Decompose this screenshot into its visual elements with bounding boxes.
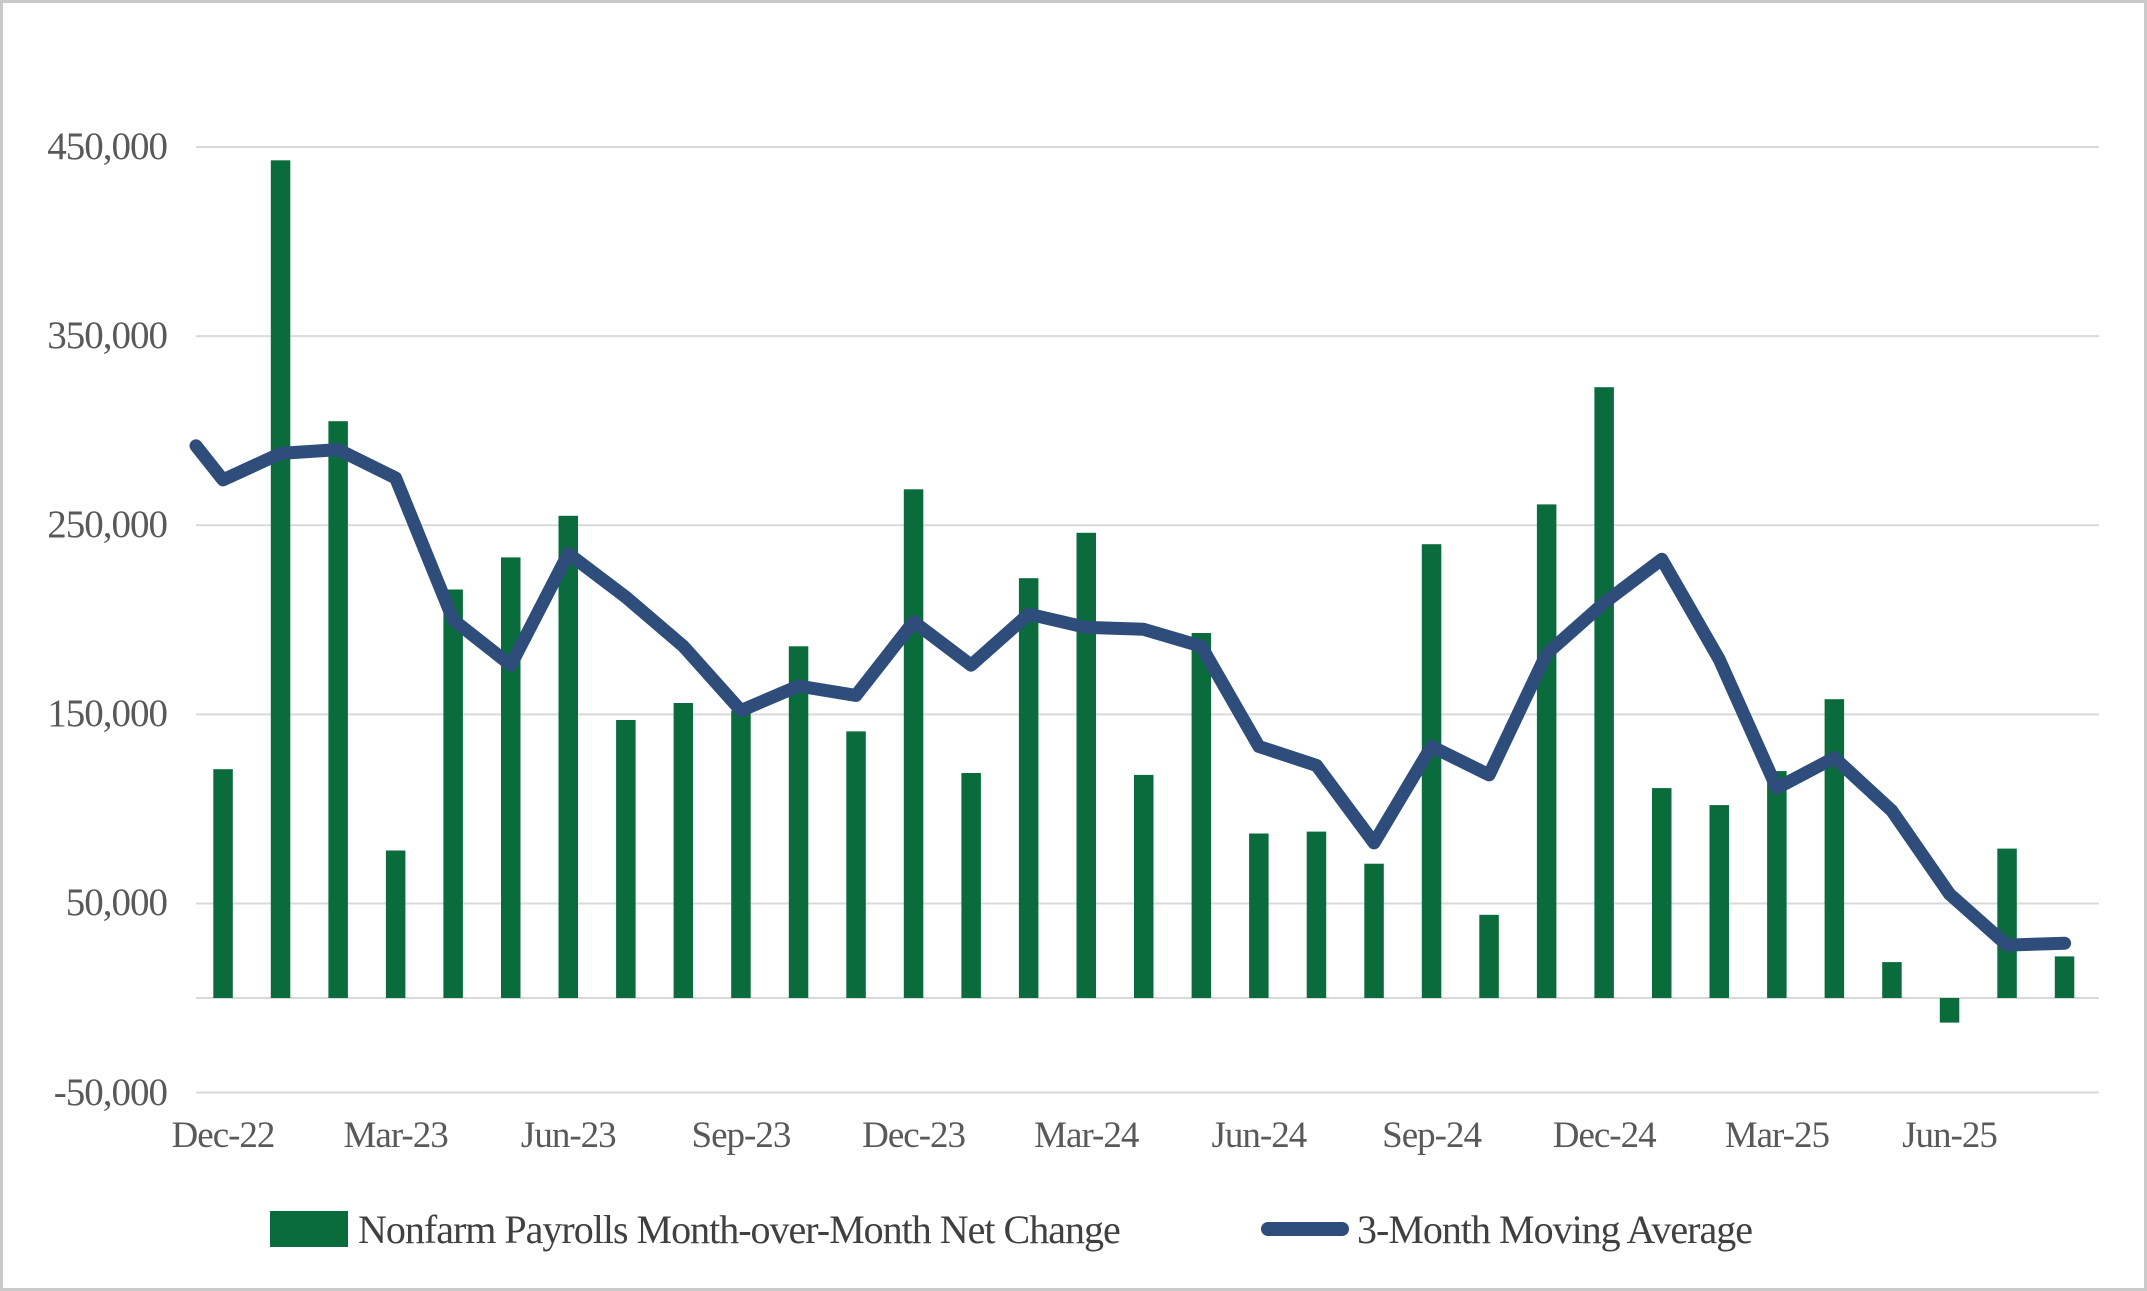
x-axis-tick-label: Jun-25 (1902, 1115, 1998, 1156)
bar-Jul-23 (616, 720, 636, 998)
x-axis-tick-label: Sep-24 (1382, 1115, 1482, 1156)
bar-Nov-23 (846, 731, 866, 998)
bar-Dec-22 (213, 769, 233, 998)
legend-item-line: 3-Month Moving Average (1261, 1199, 1753, 1259)
x-axis-tick-label: Jun-23 (520, 1115, 617, 1156)
x-axis-tick-label: Mar-25 (1724, 1115, 1830, 1156)
legend-item-bars: Nonfarm Payrolls Month-over-Month Net Ch… (270, 1199, 1121, 1259)
bar-Jul-25 (1997, 848, 2017, 998)
x-axis-tick-label: Dec-23 (862, 1115, 966, 1156)
bar-Apr-25 (1824, 699, 1845, 998)
bar-Feb-24 (1018, 578, 1039, 998)
x-axis-tick-label: Jun-24 (1211, 1115, 1308, 1156)
y-axis-tick-label: -50,000 (53, 1070, 168, 1114)
bar-May-24 (1191, 633, 1212, 998)
x-axis-tick-label: Dec-24 (1552, 1115, 1657, 1156)
y-axis-tick-label: 450,000 (47, 125, 168, 169)
bar-Jun-25 (1939, 998, 1960, 1023)
bar-Feb-25 (1709, 805, 1729, 998)
bar-Sep-23 (731, 710, 751, 998)
bar-Dec-23 (903, 489, 924, 998)
bar-Jun-23 (558, 515, 578, 998)
bar-Sep-24 (1421, 544, 1442, 998)
x-axis-tick-label: Mar-24 (1034, 1115, 1139, 1156)
bar-Jan-24 (961, 773, 981, 998)
y-axis-tick-label: 350,000 (47, 314, 168, 358)
bar-Mar-23 (385, 850, 406, 998)
bar-Dec-24 (1594, 387, 1614, 998)
bar-series-swatch (270, 1211, 348, 1247)
bar-Mar-25 (1767, 771, 1787, 998)
bars-series (213, 160, 2075, 1023)
bar-May-23 (501, 557, 521, 998)
bar-Jan-25 (1652, 788, 1672, 998)
bar-Apr-24 (1134, 774, 1154, 998)
bar-Jun-24 (1249, 833, 1269, 998)
bar-Oct-23 (788, 646, 809, 998)
bar-Jan-23 (270, 160, 291, 999)
x-axis-tick-label: Mar-23 (343, 1115, 449, 1156)
bar-Oct-24 (1479, 914, 1499, 998)
line-series-swatch (1261, 1222, 1349, 1236)
y-axis-tick-label: 250,000 (47, 503, 168, 547)
bar-Aug-24 (1364, 863, 1384, 998)
line-series-label: 3-Month Moving Average (1357, 1206, 1753, 1252)
bar-Aug-23 (673, 703, 694, 998)
legend: Nonfarm Payrolls Month-over-Month Net Ch… (3, 1199, 2144, 1259)
bar-Jul-24 (1306, 831, 1327, 998)
bar-Mar-24 (1076, 532, 1096, 998)
bar-series-label: Nonfarm Payrolls Month-over-Month Net Ch… (358, 1206, 1121, 1252)
bar-Nov-24 (1536, 504, 1557, 998)
x-axis-tick-label: Sep-23 (691, 1115, 792, 1156)
bar-May-25 (1882, 962, 1902, 998)
moving-average-line (189, 439, 2072, 952)
bar-Aug-25 (2054, 956, 2075, 998)
bar-Feb-23 (328, 421, 348, 998)
bar-Apr-23 (443, 589, 463, 998)
y-axis-tick-label: 50,000 (65, 881, 168, 925)
chart-plot-area (189, 146, 2099, 1094)
x-axis-tick-label: Dec-22 (171, 1115, 276, 1156)
y-axis-tick-label: 150,000 (47, 692, 168, 736)
